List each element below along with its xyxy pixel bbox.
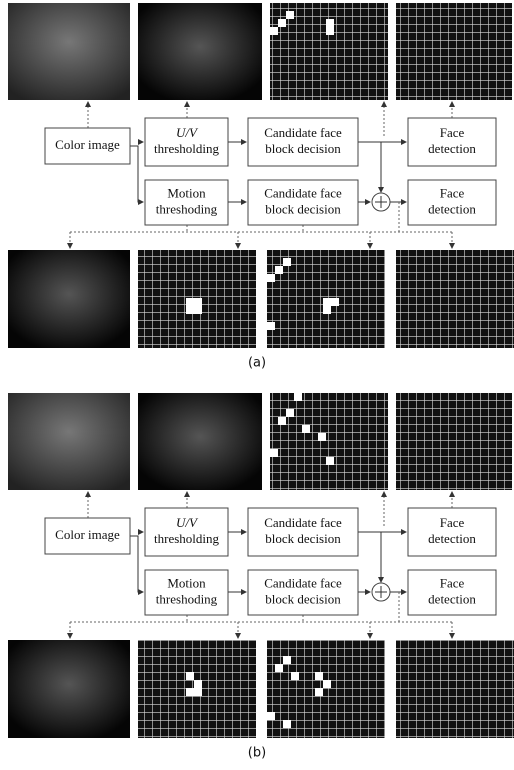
box-label: detection — [428, 201, 476, 216]
face-block — [270, 27, 278, 35]
box-label: Face — [440, 125, 465, 140]
arrow — [130, 536, 143, 592]
face-block — [186, 298, 194, 306]
box-label: detection — [428, 531, 476, 546]
face-block — [318, 433, 326, 441]
face-block — [326, 27, 334, 35]
face-block — [267, 322, 275, 330]
block-grid — [396, 393, 512, 490]
caption: (b) — [248, 746, 266, 761]
face-block — [275, 266, 283, 274]
face-block — [323, 298, 331, 306]
face-block — [275, 664, 283, 672]
box-label: Face — [440, 515, 465, 530]
face-block — [326, 457, 334, 465]
face-block — [286, 409, 294, 417]
box-label: detection — [428, 141, 476, 156]
face-block — [331, 298, 339, 306]
face-block — [291, 672, 299, 680]
box-label: Face — [440, 185, 465, 200]
box-label: Color image — [55, 137, 120, 152]
uv-image — [138, 3, 262, 100]
face-block — [267, 274, 275, 282]
face-block — [186, 672, 194, 680]
block-grid — [396, 250, 514, 348]
face-block — [286, 11, 294, 19]
box-label: Motion — [167, 575, 206, 590]
face-block — [323, 680, 331, 688]
face-block — [326, 19, 334, 27]
box-label: U/V — [176, 125, 199, 140]
box-label: block decision — [265, 201, 341, 216]
box-label: Candidate face — [264, 185, 342, 200]
box-label: Candidate face — [264, 125, 342, 140]
box-label: thresholding — [154, 141, 219, 156]
face-block — [278, 417, 286, 425]
face-block — [278, 19, 286, 27]
box-label: block decision — [265, 141, 341, 156]
face-block — [194, 680, 202, 688]
box-label: Candidate face — [264, 515, 342, 530]
box-label: block decision — [265, 531, 341, 546]
face-block — [186, 306, 194, 314]
face-block — [283, 656, 291, 664]
box-label: block decision — [265, 591, 341, 606]
box-label: Color image — [55, 527, 120, 542]
face-block — [283, 720, 291, 728]
box-label: detection — [428, 591, 476, 606]
box-label: U/V — [176, 515, 199, 530]
figure: Color imageU/VthresholdingCandidate face… — [0, 0, 514, 770]
face-block — [194, 306, 202, 314]
box-label: threshoding — [156, 201, 218, 216]
box-label: Motion — [167, 185, 206, 200]
face-block — [194, 688, 202, 696]
face-block — [302, 425, 310, 433]
face-block — [267, 712, 275, 720]
face-block — [283, 258, 291, 266]
color-image — [8, 3, 130, 100]
face-block — [294, 393, 302, 401]
uv-image — [138, 393, 262, 490]
box-label: Face — [440, 575, 465, 590]
caption: (a) — [248, 356, 266, 371]
face-block — [315, 672, 323, 680]
block-grid — [396, 640, 514, 738]
box-label: thresholding — [154, 531, 219, 546]
face-block — [270, 449, 278, 457]
block-grid — [270, 393, 388, 490]
block-grid — [396, 3, 512, 100]
face-block — [315, 688, 323, 696]
arrow — [130, 146, 143, 202]
face-block — [186, 688, 194, 696]
motion-image — [8, 250, 130, 348]
box-label: threshoding — [156, 591, 218, 606]
motion-image — [8, 640, 130, 738]
face-block — [323, 306, 331, 314]
color-image — [8, 393, 130, 490]
box-label: Candidate face — [264, 575, 342, 590]
face-block — [194, 298, 202, 306]
